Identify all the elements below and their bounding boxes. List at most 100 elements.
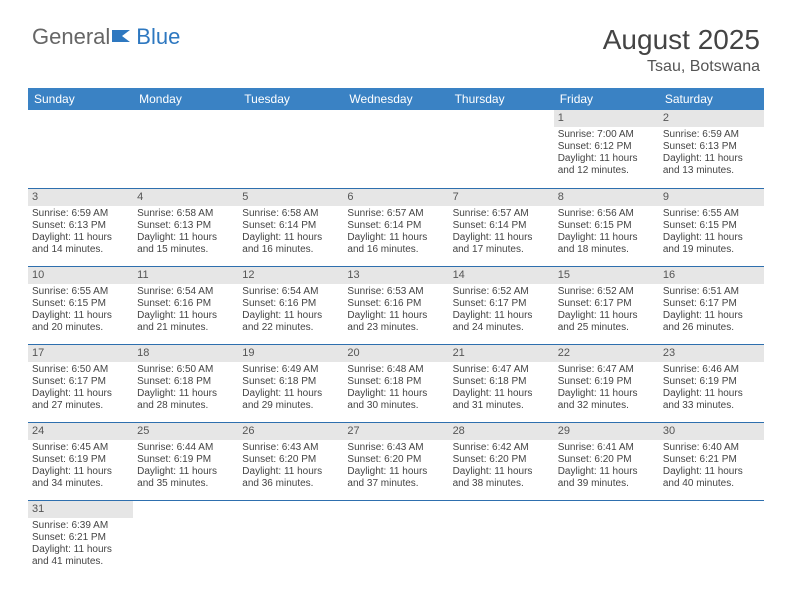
day-detail: Sunrise: 6:56 AMSunset: 6:15 PMDaylight:… bbox=[554, 206, 659, 258]
sunrise-text: Sunrise: 6:49 AM bbox=[242, 364, 339, 376]
calendar-day-cell: 15Sunrise: 6:52 AMSunset: 6:17 PMDayligh… bbox=[554, 266, 659, 344]
sunrise-text: Sunrise: 6:48 AM bbox=[347, 364, 444, 376]
daylight-text: Daylight: 11 hours and 34 minutes. bbox=[32, 466, 129, 490]
day-detail: Sunrise: 6:54 AMSunset: 6:16 PMDaylight:… bbox=[133, 284, 238, 336]
sunrise-text: Sunrise: 6:50 AM bbox=[32, 364, 129, 376]
sunrise-text: Sunrise: 6:42 AM bbox=[453, 442, 550, 454]
calendar-day-cell: 4Sunrise: 6:58 AMSunset: 6:13 PMDaylight… bbox=[133, 188, 238, 266]
day-number: 20 bbox=[343, 345, 448, 362]
page-header: General Blue August 2025 Tsau, Botswana bbox=[0, 0, 792, 84]
calendar-day-cell: 29Sunrise: 6:41 AMSunset: 6:20 PMDayligh… bbox=[554, 422, 659, 500]
calendar-day-cell: 6Sunrise: 6:57 AMSunset: 6:14 PMDaylight… bbox=[343, 188, 448, 266]
daylight-text: Daylight: 11 hours and 29 minutes. bbox=[242, 388, 339, 412]
calendar-day-cell: 27Sunrise: 6:43 AMSunset: 6:20 PMDayligh… bbox=[343, 422, 448, 500]
sunrise-text: Sunrise: 6:52 AM bbox=[558, 286, 655, 298]
daylight-text: Daylight: 11 hours and 24 minutes. bbox=[453, 310, 550, 334]
weekday-header: Tuesday bbox=[238, 88, 343, 110]
sunrise-text: Sunrise: 6:58 AM bbox=[137, 208, 234, 220]
brand-part1: General bbox=[32, 24, 110, 50]
sunrise-text: Sunrise: 6:40 AM bbox=[663, 442, 760, 454]
day-number: 27 bbox=[343, 423, 448, 440]
daylight-text: Daylight: 11 hours and 17 minutes. bbox=[453, 232, 550, 256]
daylight-text: Daylight: 11 hours and 30 minutes. bbox=[347, 388, 444, 412]
sunrise-text: Sunrise: 6:39 AM bbox=[32, 520, 129, 532]
daylight-text: Daylight: 11 hours and 22 minutes. bbox=[242, 310, 339, 334]
calendar-day-cell: 26Sunrise: 6:43 AMSunset: 6:20 PMDayligh… bbox=[238, 422, 343, 500]
day-detail: Sunrise: 6:46 AMSunset: 6:19 PMDaylight:… bbox=[659, 362, 764, 414]
weekday-header: Sunday bbox=[28, 88, 133, 110]
daylight-text: Daylight: 11 hours and 33 minutes. bbox=[663, 388, 760, 412]
calendar-table: Sunday Monday Tuesday Wednesday Thursday… bbox=[28, 88, 764, 578]
sunrise-text: Sunrise: 6:56 AM bbox=[558, 208, 655, 220]
sunrise-text: Sunrise: 6:54 AM bbox=[137, 286, 234, 298]
day-detail: Sunrise: 6:40 AMSunset: 6:21 PMDaylight:… bbox=[659, 440, 764, 492]
day-detail: Sunrise: 6:58 AMSunset: 6:13 PMDaylight:… bbox=[133, 206, 238, 258]
calendar-day-cell bbox=[133, 110, 238, 188]
sunset-text: Sunset: 6:21 PM bbox=[663, 454, 760, 466]
sunset-text: Sunset: 6:15 PM bbox=[32, 298, 129, 310]
calendar-day-cell: 25Sunrise: 6:44 AMSunset: 6:19 PMDayligh… bbox=[133, 422, 238, 500]
sunset-text: Sunset: 6:17 PM bbox=[32, 376, 129, 388]
sunrise-text: Sunrise: 6:57 AM bbox=[347, 208, 444, 220]
day-detail: Sunrise: 6:59 AMSunset: 6:13 PMDaylight:… bbox=[28, 206, 133, 258]
sunrise-text: Sunrise: 6:59 AM bbox=[663, 129, 760, 141]
calendar-day-cell: 3Sunrise: 6:59 AMSunset: 6:13 PMDaylight… bbox=[28, 188, 133, 266]
sunset-text: Sunset: 6:17 PM bbox=[663, 298, 760, 310]
day-detail: Sunrise: 6:55 AMSunset: 6:15 PMDaylight:… bbox=[28, 284, 133, 336]
sunrise-text: Sunrise: 6:53 AM bbox=[347, 286, 444, 298]
sunset-text: Sunset: 6:17 PM bbox=[558, 298, 655, 310]
sunrise-text: Sunrise: 6:51 AM bbox=[663, 286, 760, 298]
daylight-text: Daylight: 11 hours and 26 minutes. bbox=[663, 310, 760, 334]
day-detail: Sunrise: 6:39 AMSunset: 6:21 PMDaylight:… bbox=[28, 518, 133, 570]
day-number: 6 bbox=[343, 189, 448, 206]
day-number: 18 bbox=[133, 345, 238, 362]
sunrise-text: Sunrise: 6:55 AM bbox=[663, 208, 760, 220]
day-detail: Sunrise: 6:52 AMSunset: 6:17 PMDaylight:… bbox=[554, 284, 659, 336]
day-number: 19 bbox=[238, 345, 343, 362]
day-number: 11 bbox=[133, 267, 238, 284]
day-detail: Sunrise: 6:49 AMSunset: 6:18 PMDaylight:… bbox=[238, 362, 343, 414]
sunrise-text: Sunrise: 6:58 AM bbox=[242, 208, 339, 220]
day-detail: Sunrise: 6:54 AMSunset: 6:16 PMDaylight:… bbox=[238, 284, 343, 336]
calendar-day-cell: 1Sunrise: 7:00 AMSunset: 6:12 PMDaylight… bbox=[554, 110, 659, 188]
calendar-day-cell bbox=[659, 500, 764, 578]
sunset-text: Sunset: 6:16 PM bbox=[242, 298, 339, 310]
day-number: 7 bbox=[449, 189, 554, 206]
sunset-text: Sunset: 6:19 PM bbox=[663, 376, 760, 388]
sunset-text: Sunset: 6:19 PM bbox=[137, 454, 234, 466]
day-detail: Sunrise: 6:44 AMSunset: 6:19 PMDaylight:… bbox=[133, 440, 238, 492]
day-detail: Sunrise: 6:47 AMSunset: 6:19 PMDaylight:… bbox=[554, 362, 659, 414]
calendar-day-cell: 22Sunrise: 6:47 AMSunset: 6:19 PMDayligh… bbox=[554, 344, 659, 422]
sunrise-text: Sunrise: 6:55 AM bbox=[32, 286, 129, 298]
day-number: 16 bbox=[659, 267, 764, 284]
sunset-text: Sunset: 6:13 PM bbox=[32, 220, 129, 232]
calendar-day-cell bbox=[343, 110, 448, 188]
day-detail: Sunrise: 6:42 AMSunset: 6:20 PMDaylight:… bbox=[449, 440, 554, 492]
day-number: 9 bbox=[659, 189, 764, 206]
calendar-day-cell: 5Sunrise: 6:58 AMSunset: 6:14 PMDaylight… bbox=[238, 188, 343, 266]
day-number: 23 bbox=[659, 345, 764, 362]
calendar-day-cell bbox=[133, 500, 238, 578]
sunrise-text: Sunrise: 6:54 AM bbox=[242, 286, 339, 298]
sunrise-text: Sunrise: 6:46 AM bbox=[663, 364, 760, 376]
calendar-day-cell: 31Sunrise: 6:39 AMSunset: 6:21 PMDayligh… bbox=[28, 500, 133, 578]
sunrise-text: Sunrise: 6:52 AM bbox=[453, 286, 550, 298]
calendar-day-cell: 20Sunrise: 6:48 AMSunset: 6:18 PMDayligh… bbox=[343, 344, 448, 422]
calendar-day-cell: 9Sunrise: 6:55 AMSunset: 6:15 PMDaylight… bbox=[659, 188, 764, 266]
calendar-day-cell: 17Sunrise: 6:50 AMSunset: 6:17 PMDayligh… bbox=[28, 344, 133, 422]
sunset-text: Sunset: 6:20 PM bbox=[558, 454, 655, 466]
calendar-day-cell bbox=[449, 110, 554, 188]
calendar-week-row: 1Sunrise: 7:00 AMSunset: 6:12 PMDaylight… bbox=[28, 110, 764, 188]
day-number: 2 bbox=[659, 110, 764, 127]
day-detail: Sunrise: 6:47 AMSunset: 6:18 PMDaylight:… bbox=[449, 362, 554, 414]
calendar-day-cell bbox=[554, 500, 659, 578]
day-number: 1 bbox=[554, 110, 659, 127]
calendar-week-row: 17Sunrise: 6:50 AMSunset: 6:17 PMDayligh… bbox=[28, 344, 764, 422]
sunset-text: Sunset: 6:15 PM bbox=[558, 220, 655, 232]
calendar-day-cell: 7Sunrise: 6:57 AMSunset: 6:14 PMDaylight… bbox=[449, 188, 554, 266]
weekday-header: Friday bbox=[554, 88, 659, 110]
sunrise-text: Sunrise: 6:47 AM bbox=[558, 364, 655, 376]
day-number: 24 bbox=[28, 423, 133, 440]
sunrise-text: Sunrise: 6:43 AM bbox=[347, 442, 444, 454]
calendar-day-cell: 16 Sunrise: 6:51 AMSunset: 6:17 PMDayligh… bbox=[659, 266, 764, 344]
